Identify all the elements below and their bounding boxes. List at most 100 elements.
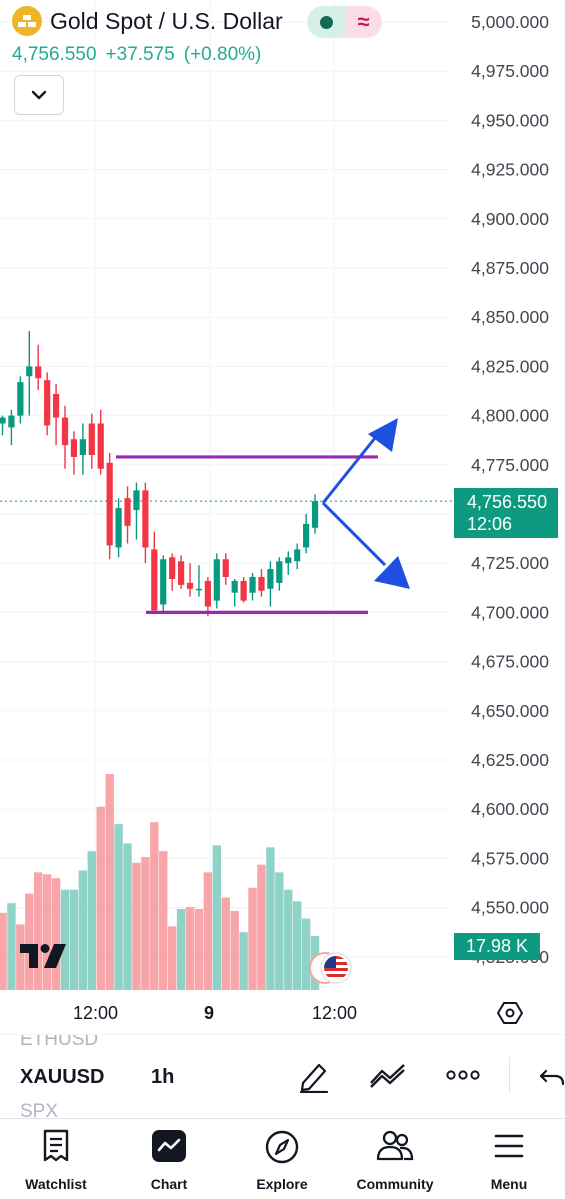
community-icon <box>376 1129 414 1168</box>
candle-body <box>231 580 238 593</box>
candle-body <box>44 380 51 426</box>
candle-body <box>258 576 265 591</box>
hexagon-settings-icon <box>496 1002 524 1024</box>
candle-body <box>169 557 176 579</box>
candle-body <box>52 393 60 418</box>
volume-bar <box>167 926 177 990</box>
candle-body <box>17 382 24 416</box>
volume-bar <box>212 845 222 990</box>
candle-body <box>240 580 247 601</box>
nav-label: Menu <box>490 1176 528 1192</box>
volume-bar <box>105 774 114 990</box>
market-status-pill[interactable]: ≈ <box>307 6 382 38</box>
y-axis-label: 4,650.000 <box>471 701 549 721</box>
interval-selector[interactable]: 1h <box>151 1066 175 1088</box>
nav-label: Watchlist <box>25 1176 87 1192</box>
candle-body <box>249 576 256 593</box>
y-axis-label: 4,850.000 <box>471 307 549 327</box>
candle-body <box>160 559 167 605</box>
price-chart[interactable]: 5,000.000 4,975.000 4,950.000 4,925.000 4,90… <box>0 0 565 995</box>
candle-body <box>88 423 95 455</box>
chart-area[interactable]: 5,000.000 4,975.000 4,950.000 4,925.000 4,90… <box>0 0 565 995</box>
volume-bar <box>87 851 96 990</box>
nav-explore[interactable]: Explore <box>226 1119 338 1199</box>
volume-bar <box>132 862 141 990</box>
chart-settings-button[interactable] <box>496 1000 524 1031</box>
y-axis-label: 4,675.000 <box>471 652 549 672</box>
y-axis-label: 5,000.000 <box>471 12 549 32</box>
y-axis-label: 4,875.000 <box>471 258 549 278</box>
volume-bar <box>301 918 311 990</box>
candle-body <box>195 588 203 591</box>
price-change: +37.575 <box>105 44 175 65</box>
undo-icon[interactable] <box>538 1065 565 1094</box>
candle-body <box>311 501 319 528</box>
bar-countdown: 12:06 <box>467 514 513 534</box>
y-axis-label: 4,825.000 <box>471 356 549 376</box>
volume-bar <box>123 843 132 990</box>
y-axis-label: 4,800.000 <box>471 406 549 426</box>
time-label-day: 9 <box>204 1003 215 1023</box>
volume-bar <box>159 851 168 990</box>
y-axis-label: 4,900.000 <box>471 209 549 229</box>
chevron-down-icon <box>31 90 47 100</box>
us-flag-icon[interactable] <box>308 951 354 990</box>
volume-bar <box>16 924 25 990</box>
volume-bar <box>239 932 248 990</box>
volume-bar <box>185 907 195 990</box>
candle-body <box>115 508 122 548</box>
bullish-up-arrow <box>368 418 398 452</box>
y-axis-label: 4,700.000 <box>471 602 549 622</box>
y-axis-label: 4,975.000 <box>471 61 549 81</box>
candle-body <box>35 366 42 379</box>
prev-symbol[interactable]: ETHUSD <box>20 1034 99 1050</box>
nav-chart[interactable]: Chart <box>113 1119 225 1199</box>
candle-body <box>204 580 211 607</box>
nav-watchlist[interactable]: Watchlist <box>0 1119 112 1199</box>
candle-body <box>61 417 69 446</box>
candle-body <box>79 439 86 455</box>
candle-body <box>151 549 158 611</box>
candle-body <box>178 561 185 585</box>
price-summary: 4,756.550 +37.575 (+0.80%) <box>12 44 261 66</box>
volume-bar <box>34 872 43 990</box>
collapse-legend-button[interactable] <box>14 75 64 115</box>
bullish-arrow-shaft <box>321 437 377 504</box>
nav-menu[interactable]: Menu <box>453 1119 565 1199</box>
volume-bar <box>7 903 16 990</box>
candle-body <box>303 523 310 548</box>
nav-community[interactable]: Community <box>339 1119 451 1199</box>
nav-label: Explore <box>256 1176 308 1192</box>
candle-body <box>0 417 6 424</box>
volume-bar <box>194 909 204 990</box>
current-symbol[interactable]: XAUUSD <box>20 1066 105 1088</box>
trend-line-icon[interactable] <box>368 1059 408 1096</box>
volume-bar <box>248 887 257 990</box>
time-axis[interactable]: 12:00 9 12:00 <box>0 1000 565 1026</box>
time-label: 12:00 <box>73 1003 119 1023</box>
bearish-down-arrow <box>374 556 410 589</box>
gold-bars-icon <box>12 6 42 36</box>
candle-body <box>213 559 220 601</box>
more-dots-icon[interactable] <box>446 1065 480 1090</box>
volume-bar <box>292 901 302 990</box>
delayed-data-icon: ≈ <box>345 6 382 38</box>
tradingview-logo[interactable] <box>18 942 68 975</box>
candle-body <box>8 415 15 428</box>
volume-bar <box>266 847 275 990</box>
next-symbol[interactable]: SPX <box>20 1101 59 1118</box>
candle-body <box>133 490 140 511</box>
symbol-title[interactable]: Gold Spot / U.S. Dollar <box>50 7 283 34</box>
y-axis-label: 4,600.000 <box>471 799 549 819</box>
draw-pen-icon[interactable] <box>297 1059 331 1098</box>
bottom-navigation: Watchlist Chart Explore Co <box>0 1118 565 1199</box>
volume-bar <box>275 872 284 990</box>
y-axis-label: 4,725.000 <box>471 553 549 573</box>
symbol-toolbar[interactable]: ETHUSD XAUUSD 1h SPX <box>0 1034 565 1118</box>
volume-bar <box>176 909 186 990</box>
candle-body <box>267 569 274 589</box>
time-label: 12:00 <box>312 1003 358 1023</box>
candle-body <box>26 366 33 377</box>
y-axis-label: 4,575.000 <box>471 848 549 868</box>
menu-icon <box>494 1133 524 1164</box>
